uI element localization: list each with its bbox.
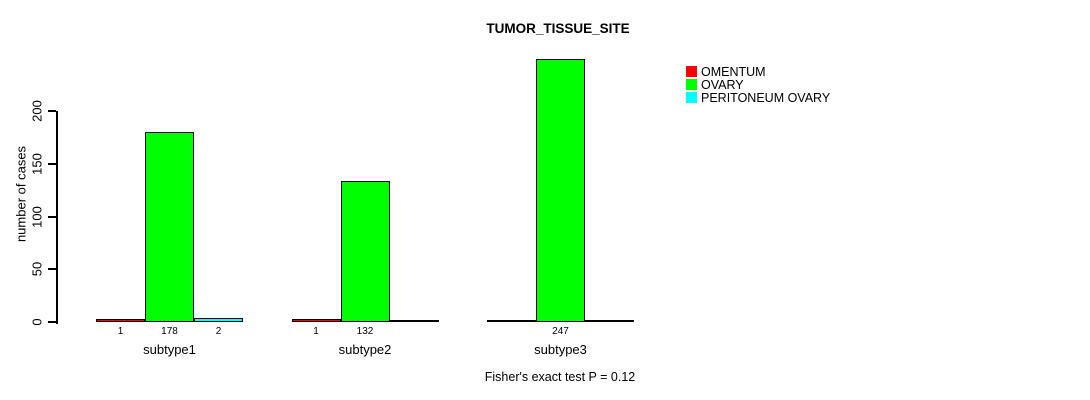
legend-item-ovary: OVARY (686, 77, 830, 92)
bar-peritoneum-ovary-subtype2 (389, 320, 439, 322)
bar-ovary-subtype2 (340, 181, 390, 322)
y-tick-label: 100 (29, 205, 45, 228)
legend-label: PERITONEUM OVARY (701, 90, 831, 105)
bar-ovary-subtype3 (536, 59, 585, 322)
bar-value-label: 1 (117, 326, 124, 337)
y-tick-mark (48, 110, 56, 112)
chart-title: TUMOR_TISSUE_SITE (486, 21, 630, 36)
y-tick-mark (48, 268, 56, 271)
annotation-fisher-test: Fisher's exact test P = 0.12 (484, 370, 636, 384)
legend-item-peritoneum-ovary: PERITONEUM OVARY (686, 90, 831, 105)
y-axis-line (56, 111, 58, 324)
y-tick-label: 200 (29, 100, 45, 122)
bar-peritoneum-ovary-subtype1 (194, 318, 243, 322)
y-tick-label: 150 (29, 152, 45, 175)
bar-value-label: 132 (356, 326, 374, 337)
bar-value-label: 178 (161, 326, 178, 337)
bar-omentum-subtype3 (487, 320, 536, 322)
legend-label: OMENTUM (701, 64, 766, 79)
category-label-subtype2: subtype2 (338, 342, 392, 357)
bar-value-label: 1 (313, 326, 319, 337)
y-tick-mark (48, 321, 56, 323)
legend-color-swatch (686, 92, 697, 103)
category-label-subtype1: subtype1 (143, 342, 196, 357)
legend-item-omentum: OMENTUM (686, 64, 830, 79)
y-axis-label: number of cases (13, 145, 29, 243)
y-tick-mark (48, 162, 56, 165)
y-tick-mark (48, 215, 56, 218)
legend-color-swatch (686, 79, 697, 90)
bar-peritoneum-ovary-subtype3 (585, 320, 634, 322)
bar-value-label: 247 (552, 326, 569, 337)
legend-label: OVARY (701, 77, 744, 92)
y-tick-label: 0 (29, 318, 45, 326)
bar-omentum-subtype1 (96, 319, 145, 322)
y-tick-label: 50 (29, 262, 45, 277)
legend: OMENTUM OVARY PERITONEUM OVARY (686, 64, 831, 105)
legend-color-swatch (686, 66, 697, 77)
bar-ovary-subtype1 (145, 132, 194, 322)
category-label-subtype3: subtype3 (534, 342, 587, 357)
bar-omentum-subtype2 (291, 319, 341, 322)
bar-value-label: 2 (215, 326, 222, 337)
